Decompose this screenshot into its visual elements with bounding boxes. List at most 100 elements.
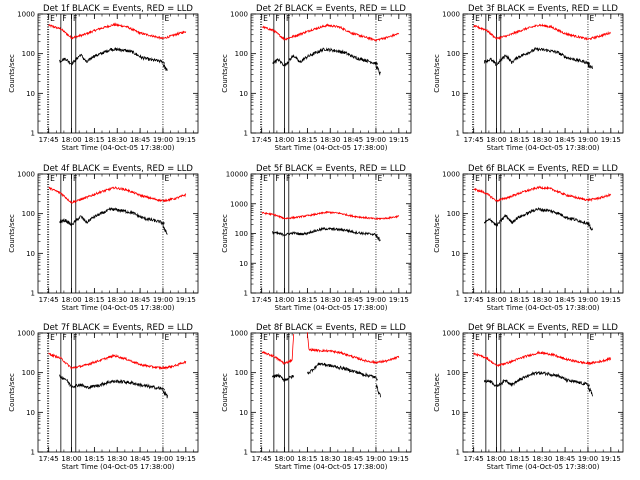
events-series-tail (587, 223, 593, 231)
events-series-tail (162, 64, 168, 71)
y-tick-label: 1 (31, 130, 35, 138)
region-letter: E (475, 174, 480, 183)
events-series-line (271, 362, 378, 383)
y-tick-label: 1 (244, 130, 248, 138)
x-tick-label: 17:45 (464, 296, 484, 304)
x-tick-label: 19:00 (153, 296, 173, 304)
region-letter: F (487, 14, 491, 23)
x-tick-label: 18:15 (509, 296, 529, 304)
x-tick-label: 19:15 (389, 296, 409, 304)
plot-title: Det 6f BLACK = Events, RED = LLD (468, 164, 618, 174)
y-tick-label: 1000 (230, 330, 248, 338)
y-tick-label: 10 (239, 90, 248, 98)
x-axis-label: Start Time (04-Oct-05 17:38:00) (487, 144, 600, 152)
y-tick-label: 1 (31, 290, 35, 298)
plot-title: Det 9f BLACK = Events, RED = LLD (468, 323, 618, 333)
x-tick-label: 18:30 (107, 455, 127, 463)
x-tick-label: 17:45 (464, 136, 484, 144)
x-tick-label: 19:00 (366, 455, 386, 463)
y-tick-label: 10 (451, 250, 460, 258)
y-tick-label: 10000 (226, 171, 248, 179)
x-axis-label: Start Time (04-Oct-05 17:38:00) (62, 304, 175, 312)
plot-frame (37, 173, 199, 294)
y-axis-label: Counts/sec (8, 373, 16, 412)
x-tick-label: 18:45 (555, 455, 575, 463)
region-letter: F (487, 333, 491, 342)
region-letter: F (286, 333, 290, 342)
lld-series-line (473, 185, 612, 203)
x-tick-label: 18:15 (297, 296, 317, 304)
x-tick-label: 19:15 (176, 296, 196, 304)
lld-series-line (261, 210, 400, 221)
region-letter: E (164, 333, 169, 342)
region-letter: E (50, 174, 55, 183)
y-tick-label: 1000 (442, 11, 460, 19)
x-tick-label: 19:00 (153, 455, 173, 463)
x-tick-label: 18:00 (61, 136, 81, 144)
x-tick-label: 18:00 (486, 136, 506, 144)
x-tick-label: 18:45 (343, 136, 363, 144)
x-tick-label: 19:00 (578, 455, 598, 463)
region-letter: F (487, 174, 491, 183)
region-letter: E (377, 14, 382, 23)
x-axis-label: Start Time (04-Oct-05 17:38:00) (487, 304, 600, 312)
plot-frame (37, 13, 199, 134)
plot-title: Det 7f BLACK = Events, RED = LLD (43, 323, 193, 333)
plot-title: Det 2f BLACK = Events, RED = LLD (256, 4, 406, 14)
y-axis-label: Counts/sec (221, 373, 229, 412)
x-tick-label: 19:00 (366, 136, 386, 144)
x-tick-label: 18:00 (274, 455, 294, 463)
region-letter: F (275, 14, 279, 23)
region-letter: F (73, 14, 77, 23)
y-tick-label: 100 (22, 50, 35, 58)
events-series-line (271, 226, 378, 237)
lld-series-line (48, 352, 187, 371)
x-tick-label: 19:00 (153, 136, 173, 144)
region-letter: E (50, 333, 55, 342)
lld-series-line (261, 23, 400, 42)
plot-frame (250, 13, 412, 134)
lld-series-line (473, 350, 612, 368)
y-tick-label: 10 (26, 250, 35, 258)
y-tick-label: 1 (244, 290, 248, 298)
region-letter: E (263, 14, 268, 23)
events-series-line (59, 46, 165, 66)
region-letter: E (589, 174, 594, 183)
y-axis-label: Counts/sec (221, 214, 229, 253)
y-tick-label: 100 (22, 210, 35, 218)
x-tick-label: 17:45 (252, 455, 272, 463)
y-tick-label: 10 (26, 409, 35, 417)
x-tick-label: 19:15 (601, 296, 621, 304)
x-tick-label: 17:45 (464, 455, 484, 463)
region-letter: E (263, 333, 268, 342)
events-series-line (483, 207, 590, 228)
x-tick-label: 19:15 (176, 455, 196, 463)
region-letter: E (377, 333, 382, 342)
y-tick-label: 1 (456, 290, 460, 298)
x-tick-label: 18:00 (61, 296, 81, 304)
x-tick-label: 18:30 (320, 136, 340, 144)
region-letter: F (73, 333, 77, 342)
x-tick-label: 17:45 (252, 296, 272, 304)
plot-frame (462, 13, 624, 134)
x-axis-label: Start Time (04-Oct-05 17:38:00) (275, 144, 388, 152)
x-axis-label: Start Time (04-Oct-05 17:38:00) (275, 463, 388, 471)
events-series-line (272, 47, 378, 67)
region-letter: E (50, 14, 55, 23)
plot-frame (462, 173, 624, 294)
y-axis-label: Counts/sec (433, 54, 441, 93)
y-tick-label: 1 (244, 449, 248, 457)
region-letter: F (498, 14, 502, 23)
x-tick-label: 18:45 (130, 136, 150, 144)
x-tick-label: 18:00 (61, 455, 81, 463)
x-tick-label: 18:45 (130, 455, 150, 463)
lld-series-line (48, 22, 187, 40)
region-letter: F (62, 174, 66, 183)
region-letter: F (286, 174, 290, 183)
region-letter: E (475, 14, 480, 23)
x-axis-label: Start Time (04-Oct-05 17:38:00) (62, 463, 175, 471)
x-tick-label: 18:30 (532, 136, 552, 144)
detector-plot-6: Det 6f BLACK = Events, RED = LLD 1 10 100 10… (433, 164, 624, 312)
detector-plot-5: Det 5f BLACK = Events, RED = LLD 1 10 100 10… (221, 164, 412, 312)
detector-plot-1: Det 1f BLACK = Events, RED = LLD 1 10 100 10… (8, 4, 199, 152)
